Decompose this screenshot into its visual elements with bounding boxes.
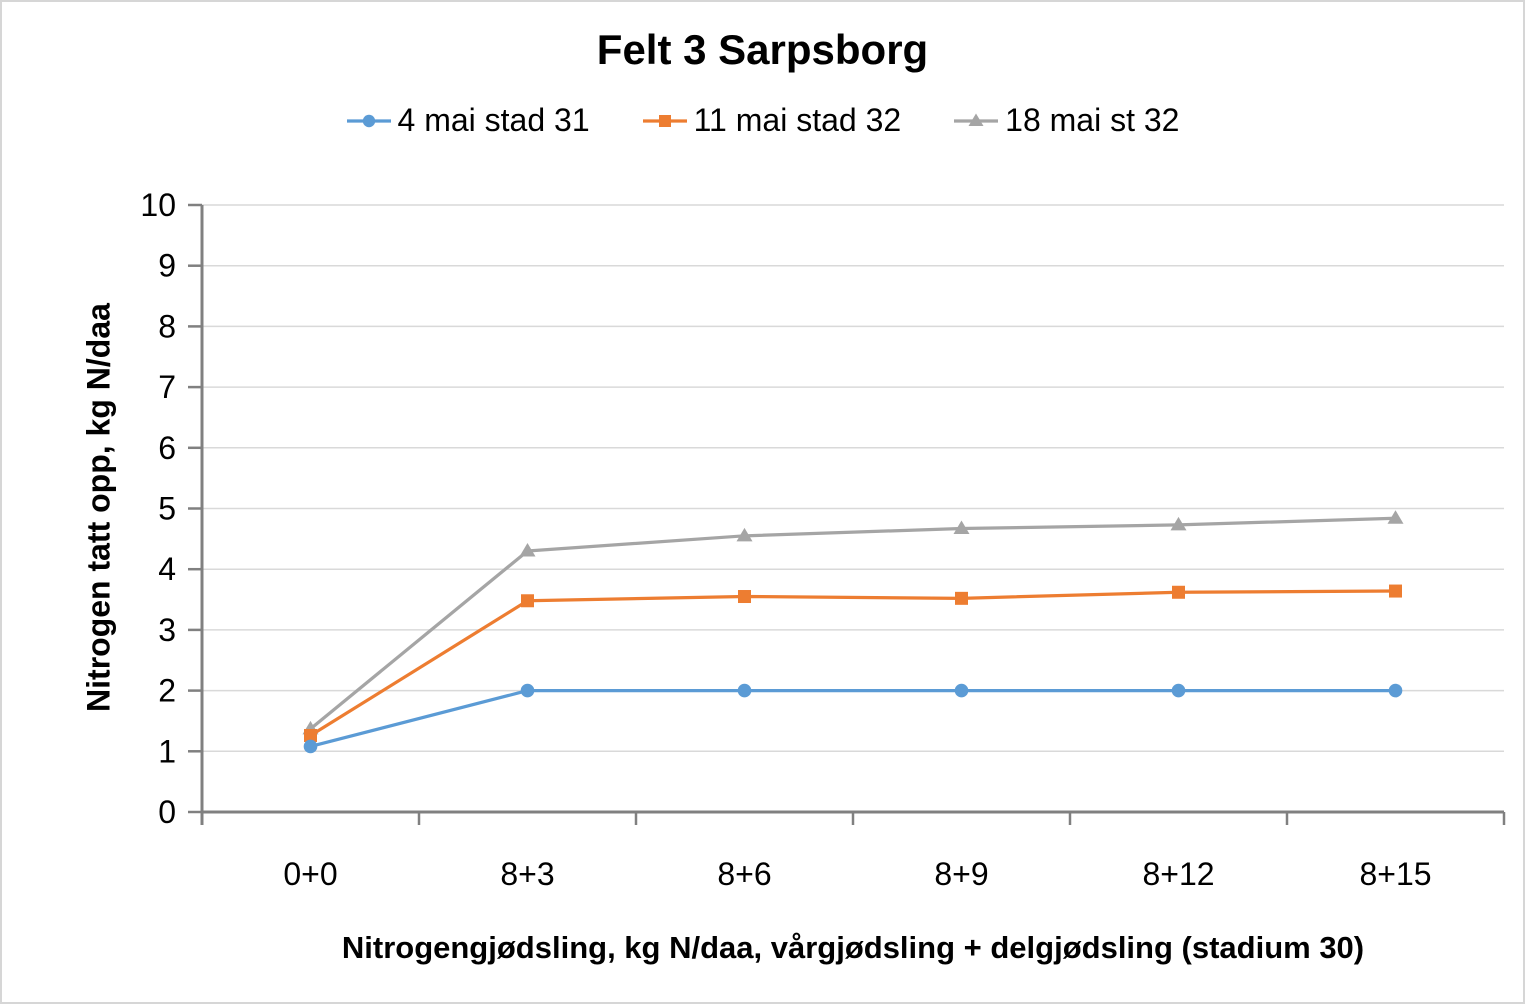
series-2-marker-triangle	[736, 527, 753, 542]
y-tick-label: 5	[158, 491, 176, 527]
x-tick-label: 8+9	[934, 856, 988, 892]
legend-circle-glyph	[362, 114, 375, 127]
series-2-marker-triangle	[1387, 510, 1404, 524]
legend-square-glyph	[658, 114, 671, 127]
y-tick-label: 0	[158, 794, 176, 830]
series-0-marker-circle	[954, 683, 969, 698]
series-line-2	[308, 516, 1398, 731]
legend-label: 11 mai stad 32	[693, 102, 902, 138]
y-tick-label: 8	[158, 308, 176, 344]
x-tick-label: 8+6	[717, 856, 771, 892]
y-tick-label: 2	[158, 673, 176, 709]
series-2-marker-triangle	[519, 542, 536, 557]
series-2-marker-triangle	[953, 520, 970, 535]
legend-item-series-0: 4 mai stad 31	[346, 102, 590, 139]
x-tick-label: 8+3	[500, 856, 554, 892]
legend-marker-triangle-icon	[954, 113, 999, 126]
series-line-0	[308, 688, 1398, 749]
series-0-marker-circle	[303, 739, 318, 754]
y-tick-label: 1	[158, 733, 176, 769]
y-tick-label: 4	[158, 551, 176, 587]
series-0-marker-circle	[1171, 683, 1186, 698]
legend-item-series-1: 11 mai stad 32	[642, 102, 902, 139]
series-1-marker-square	[1389, 584, 1402, 598]
legend: 4 mai stad 31 11 mai stad 32 18 mai st 3…	[2, 102, 1523, 139]
series-1-marker-square	[521, 594, 534, 608]
y-tick-label: 10	[140, 187, 176, 223]
x-tick-label: 8+12	[1142, 856, 1214, 892]
chart-title: Felt 3 Sarpsborg	[596, 26, 929, 73]
series-1-marker-square	[304, 729, 317, 743]
series-0-marker-circle	[520, 683, 535, 698]
x-tick-label: 0+0	[283, 856, 337, 892]
legend-item-series-2: 18 mai st 32	[953, 102, 1179, 139]
x-axis-title: Nitrogengjødsling, kg N/daa, vårgjødslin…	[341, 930, 1365, 965]
series-0-marker-circle	[1388, 683, 1403, 698]
series-1-marker-square	[955, 591, 968, 605]
y-axis-title: Nitrogen tatt opp, kg N/daa	[80, 303, 117, 712]
legend-label: 4 mai stad 31	[397, 102, 590, 138]
y-tick-label: 9	[158, 248, 176, 284]
legend-label: 18 mai st 32	[1005, 102, 1180, 138]
y-tick-label: 3	[158, 612, 176, 648]
series-1-marker-square	[738, 590, 751, 604]
x-tick-label: 8+15	[1359, 856, 1431, 892]
legend-marker-circle-icon	[346, 114, 391, 127]
series-2-marker-triangle	[1170, 516, 1187, 531]
legend-triangle-glyph	[968, 113, 984, 126]
series-0-marker-circle	[737, 683, 752, 698]
y-tick-label: 7	[158, 369, 176, 405]
series-line-1	[308, 589, 1398, 738]
series-1-marker-square	[1172, 585, 1185, 599]
legend-marker-square-icon	[642, 114, 687, 127]
y-tick-label: 6	[158, 430, 176, 466]
